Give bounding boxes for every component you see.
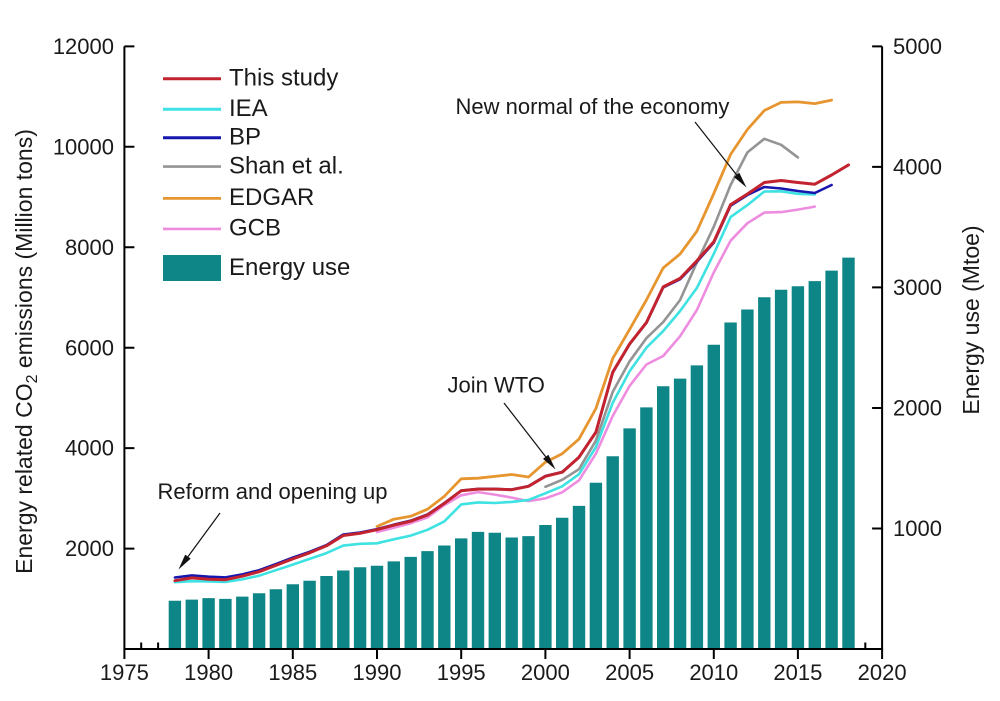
svg-text:GCB: GCB xyxy=(229,215,281,242)
svg-text:2000: 2000 xyxy=(521,660,570,685)
svg-text:1990: 1990 xyxy=(353,660,402,685)
svg-text:Energy use (Mtoe): Energy use (Mtoe) xyxy=(958,225,984,414)
svg-text:This study: This study xyxy=(229,65,338,92)
svg-text:2000: 2000 xyxy=(65,536,114,561)
svg-text:Energy use: Energy use xyxy=(229,254,350,281)
svg-text:Energy related CO2 emissions (: Energy related CO2 emissions (Million to… xyxy=(11,129,41,574)
svg-text:BP: BP xyxy=(229,124,261,151)
svg-text:1975: 1975 xyxy=(100,660,149,685)
svg-text:4000: 4000 xyxy=(65,436,114,461)
svg-text:12000: 12000 xyxy=(53,34,114,59)
svg-text:3000: 3000 xyxy=(893,275,942,300)
svg-text:2005: 2005 xyxy=(605,660,654,685)
svg-text:10000: 10000 xyxy=(53,134,114,159)
svg-text:8000: 8000 xyxy=(65,235,114,260)
svg-text:2010: 2010 xyxy=(689,660,738,685)
svg-text:2000: 2000 xyxy=(893,396,942,421)
svg-text:5000: 5000 xyxy=(893,34,942,59)
svg-text:IEA: IEA xyxy=(229,95,268,122)
svg-text:EDGAR: EDGAR xyxy=(229,184,314,211)
svg-text:Join WTO: Join WTO xyxy=(448,373,545,398)
svg-text:2020: 2020 xyxy=(858,660,907,685)
svg-text:New normal of the economy: New normal of the economy xyxy=(456,94,730,119)
svg-text:1980: 1980 xyxy=(184,660,233,685)
svg-text:6000: 6000 xyxy=(65,335,114,360)
svg-text:1985: 1985 xyxy=(268,660,317,685)
svg-text:1995: 1995 xyxy=(437,660,486,685)
svg-text:4000: 4000 xyxy=(893,155,942,180)
svg-text:Reform and opening up: Reform and opening up xyxy=(158,479,388,504)
svg-text:1000: 1000 xyxy=(893,516,942,541)
svg-text:2015: 2015 xyxy=(773,660,822,685)
svg-text:Shan et al.: Shan et al. xyxy=(229,152,344,179)
